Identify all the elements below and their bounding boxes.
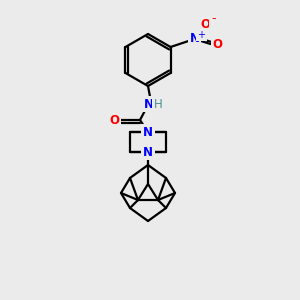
Text: O: O	[109, 113, 119, 127]
Text: O: O	[200, 17, 211, 31]
Text: -: -	[211, 13, 216, 26]
Text: N: N	[190, 32, 200, 46]
Text: H: H	[154, 98, 162, 110]
Text: +: +	[197, 30, 206, 40]
Text: O: O	[212, 38, 223, 50]
Text: N: N	[143, 125, 153, 139]
Text: N: N	[143, 146, 153, 158]
Text: N: N	[144, 98, 154, 110]
